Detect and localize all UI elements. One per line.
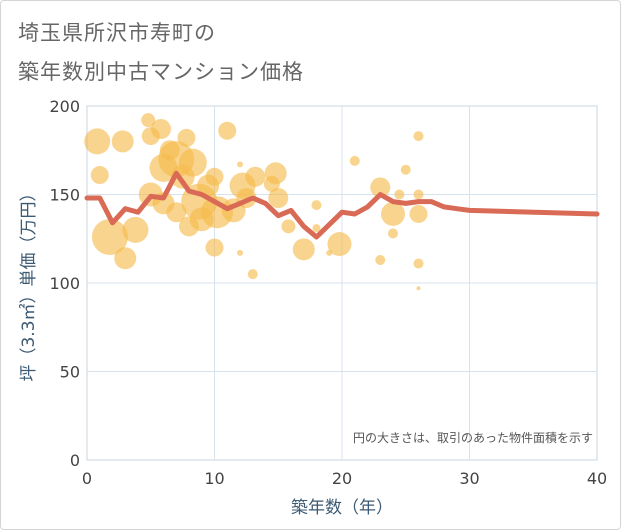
bubble-size-note: 円の大きさは、取引のあった物件面積を示す xyxy=(353,430,593,445)
chart-title-line1: 埼玉県所沢市寿町の xyxy=(18,21,216,45)
data-bubble xyxy=(150,119,171,140)
data-bubble xyxy=(205,167,224,186)
y-tick-label: 0 xyxy=(70,451,80,470)
line-layer xyxy=(84,170,600,240)
data-bubble xyxy=(84,128,111,155)
data-bubble xyxy=(327,232,352,257)
data-bubble xyxy=(394,189,405,200)
data-bubble xyxy=(268,188,289,209)
data-bubble xyxy=(178,148,207,177)
tick-labels: 0 10 20 30 40 0 50 100 150 200 xyxy=(49,97,607,488)
data-bubble xyxy=(409,204,428,223)
x-tick-label: 0 xyxy=(82,469,92,488)
data-bubble xyxy=(264,162,287,185)
x-axis-label: 築年数（年） xyxy=(291,498,393,518)
y-axis-label: 坪（3.3㎡）単価（万円） xyxy=(19,184,39,381)
y-tick-label: 50 xyxy=(60,363,80,382)
data-bubble xyxy=(388,228,398,239)
data-bubble xyxy=(237,249,243,256)
x-tick-label: 10 xyxy=(204,469,224,488)
x-tick-label: 30 xyxy=(459,469,479,488)
data-bubble xyxy=(218,121,237,140)
data-bubble xyxy=(349,155,360,166)
data-bubble xyxy=(237,161,243,168)
data-bubble xyxy=(91,218,128,255)
y-tick-label: 200 xyxy=(49,97,80,116)
x-tick-label: 40 xyxy=(587,469,607,488)
data-bubble xyxy=(375,254,386,265)
data-bubble xyxy=(177,128,196,147)
data-bubble xyxy=(413,189,424,200)
chart-title-line2: 築年数別中古マンション価格 xyxy=(18,60,304,84)
data-bubble xyxy=(90,166,109,185)
y-tick-label: 100 xyxy=(49,274,80,293)
average-price-line xyxy=(84,170,600,240)
data-bubble xyxy=(400,164,411,175)
data-bubble xyxy=(205,238,224,257)
data-bubble xyxy=(122,216,149,243)
data-bubble xyxy=(311,200,322,211)
data-bubble xyxy=(370,177,391,198)
data-bubble xyxy=(111,130,134,153)
data-bubble xyxy=(292,238,315,261)
data-bubble xyxy=(416,286,421,291)
data-bubble xyxy=(312,224,321,233)
data-bubble xyxy=(141,113,156,128)
x-tick-label: 20 xyxy=(332,469,352,488)
data-bubble xyxy=(281,219,296,234)
data-bubble xyxy=(413,258,424,269)
data-bubble xyxy=(413,131,424,142)
bubble-layer xyxy=(84,113,428,291)
data-bubble xyxy=(247,269,258,280)
data-bubble xyxy=(166,202,187,223)
y-tick-label: 150 xyxy=(49,186,80,205)
data-bubble xyxy=(381,201,405,226)
data-bubble xyxy=(245,166,266,187)
data-bubble xyxy=(114,247,137,270)
grid-lines xyxy=(86,105,598,461)
